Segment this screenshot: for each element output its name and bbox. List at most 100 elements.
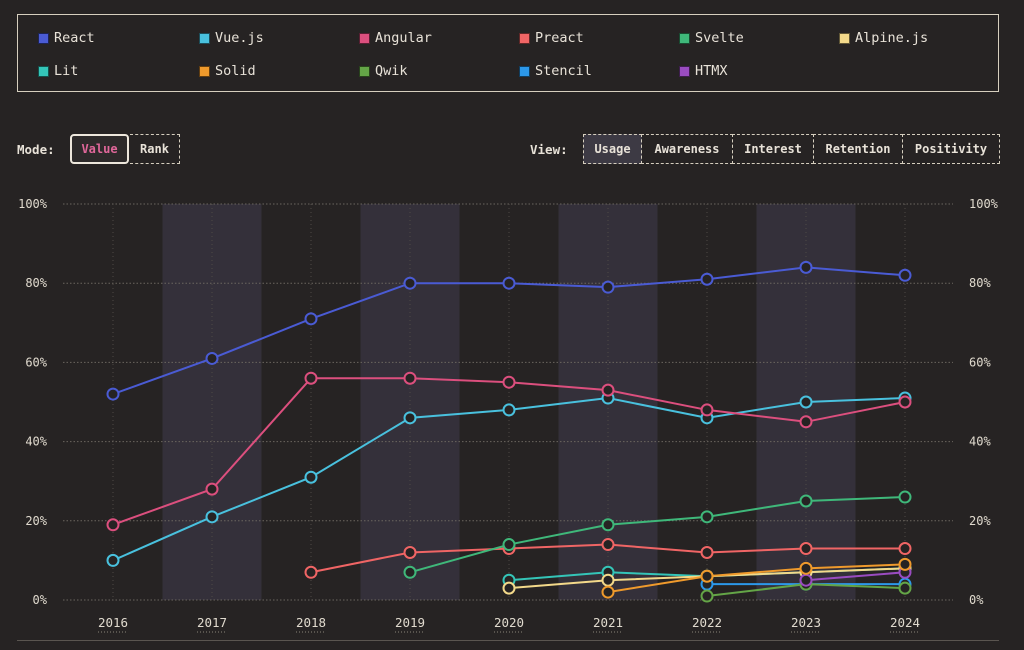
mode-value-button[interactable]: Value (70, 134, 129, 164)
data-point[interactable] (700, 510, 714, 524)
data-point[interactable] (700, 403, 714, 417)
data-point[interactable] (898, 542, 912, 556)
view-awareness-button[interactable]: Awareness (641, 134, 733, 164)
view-usage-button[interactable]: Usage (583, 134, 642, 164)
legend-label: Qwik (375, 63, 408, 79)
data-point[interactable] (601, 383, 615, 397)
view-label: View: (530, 142, 568, 157)
data-point[interactable] (799, 395, 813, 409)
data-point[interactable] (799, 415, 813, 429)
data-point[interactable] (601, 585, 615, 599)
data-point[interactable] (502, 375, 516, 389)
y-tick-label-left: 0% (33, 593, 48, 607)
data-point[interactable] (700, 589, 714, 603)
y-tick-label-right: 60% (969, 355, 991, 369)
data-point[interactable] (799, 260, 813, 274)
y-tick-label-right: 100% (969, 197, 999, 211)
legend-item-preact[interactable]: Preact (519, 29, 584, 47)
legend-label: Angular (375, 30, 432, 46)
legend-swatch (359, 32, 370, 44)
data-point[interactable] (799, 561, 813, 575)
y-tick-label-right: 0% (969, 593, 984, 607)
legend-label: Stencil (535, 63, 592, 79)
data-point[interactable] (700, 272, 714, 286)
legend-item-react[interactable]: React (38, 29, 95, 47)
y-tick-label-left: 20% (25, 514, 47, 528)
mode-rank-button[interactable]: Rank (130, 134, 180, 164)
legend-item-solid[interactable]: Solid (199, 62, 256, 80)
legend-item-stencil[interactable]: Stencil (519, 62, 592, 80)
data-point[interactable] (205, 510, 219, 524)
data-point[interactable] (799, 573, 813, 587)
legend-label: Vue.js (215, 30, 264, 46)
legend-label: Svelte (695, 30, 744, 46)
legend-item-svelte[interactable]: Svelte (679, 29, 744, 47)
data-point[interactable] (601, 518, 615, 532)
data-point[interactable] (205, 482, 219, 496)
data-point[interactable] (601, 280, 615, 294)
y-tick-label-left: 40% (25, 435, 47, 449)
legend-label: Lit (54, 63, 79, 79)
legend-swatch (38, 32, 49, 44)
view-retention-button[interactable]: Retention (813, 134, 903, 164)
data-point[interactable] (403, 545, 417, 559)
legend-swatch (679, 65, 690, 77)
data-point[interactable] (898, 268, 912, 282)
legend-label: Solid (215, 63, 256, 79)
legend-item-htmx[interactable]: HTMX (679, 62, 728, 80)
legend-item-qwik[interactable]: Qwik (359, 62, 408, 80)
data-point[interactable] (898, 490, 912, 504)
data-point[interactable] (799, 542, 813, 556)
data-point[interactable] (403, 276, 417, 290)
data-point[interactable] (304, 312, 318, 326)
series-solid (601, 557, 912, 599)
x-tick-label: 2016 (98, 615, 128, 630)
view-positivity-button[interactable]: Positivity (902, 134, 1000, 164)
data-point[interactable] (502, 276, 516, 290)
data-point[interactable] (898, 395, 912, 409)
data-point[interactable] (502, 538, 516, 552)
legend-item-angular[interactable]: Angular (359, 29, 432, 47)
legend-label: Alpine.js (855, 30, 929, 46)
data-point[interactable] (898, 557, 912, 571)
data-point[interactable] (403, 411, 417, 425)
data-point[interactable] (601, 573, 615, 587)
series-line (409, 496, 906, 574)
data-point[interactable] (106, 553, 120, 567)
data-point[interactable] (106, 387, 120, 401)
x-tick-label: 2020 (494, 615, 524, 630)
data-point[interactable] (304, 371, 318, 385)
x-tick-label: 2019 (395, 615, 425, 630)
legend-box: React Vue.js Angular Preact Svelte Alpine.js L… (17, 14, 999, 92)
legend-swatch (199, 32, 210, 44)
data-point[interactable] (601, 538, 615, 552)
x-tick-label: 2021 (593, 615, 623, 630)
series-line (805, 571, 906, 582)
data-point[interactable] (106, 518, 120, 532)
data-point[interactable] (304, 565, 318, 579)
data-point[interactable] (700, 545, 714, 559)
data-point[interactable] (799, 494, 813, 508)
year-band (162, 204, 262, 600)
series-line (607, 563, 906, 594)
legend-item-lit[interactable]: Lit (38, 62, 78, 80)
data-point[interactable] (502, 581, 516, 595)
data-point[interactable] (403, 371, 417, 385)
y-tick-label-left: 60% (25, 355, 47, 369)
series-react (106, 260, 912, 401)
data-point[interactable] (502, 403, 516, 417)
data-point[interactable] (304, 470, 318, 484)
legend-item-vue-js[interactable]: Vue.js (199, 29, 264, 47)
series-svelte (403, 490, 912, 579)
data-point[interactable] (898, 581, 912, 595)
data-point[interactable] (700, 569, 714, 583)
view-interest-button[interactable]: Interest (732, 134, 814, 164)
legend-label: React (54, 30, 95, 46)
legend-swatch (679, 32, 690, 44)
legend-item-alpine-js[interactable]: Alpine.js (839, 29, 928, 47)
data-point[interactable] (205, 351, 219, 365)
footer-divider (17, 640, 999, 641)
legend-swatch (839, 32, 850, 44)
series-vue-js (106, 391, 912, 567)
data-point[interactable] (403, 565, 417, 579)
